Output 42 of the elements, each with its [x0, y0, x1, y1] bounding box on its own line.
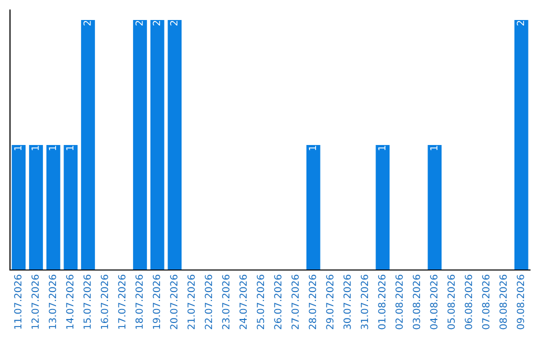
data-label: 2: [83, 20, 91, 26]
x-tick-label: 16.07.2026: [100, 274, 108, 329]
x-tick-label: 01.08.2026: [378, 274, 386, 330]
x-tick-label: 24.07.2026: [239, 274, 247, 330]
x-tick-label: 07.08.2026: [482, 274, 490, 330]
x-tick-label: 05.08.2026: [447, 274, 455, 330]
x-tick-label: 18.07.2026: [135, 274, 143, 329]
x-tick-label: 03.08.2026: [412, 274, 420, 330]
x-tick-label: 09.08.2026: [516, 274, 524, 330]
x-tick-label: 12.07.2026: [31, 274, 39, 329]
data-label: 2: [516, 20, 524, 26]
x-tick-label: 26.07.2026: [274, 274, 282, 330]
data-label: 1: [378, 146, 386, 150]
x-tick-label: 04.08.2026: [430, 274, 438, 330]
x-tick-label: 06.08.2026: [464, 274, 472, 330]
data-label: 2: [152, 20, 160, 26]
data-label: 1: [48, 146, 56, 150]
data-label: 1: [14, 146, 22, 150]
x-tick-label: 08.08.2026: [499, 274, 507, 330]
x-tick-label: 20.07.2026: [170, 274, 178, 330]
x-tick-label: 17.07.2026: [118, 274, 126, 329]
x-tick-label: 22.07.2026: [204, 274, 212, 330]
x-tick-label: 30.07.2026: [343, 274, 351, 330]
data-label: 1: [308, 146, 316, 150]
data-label: 2: [170, 20, 178, 26]
x-tick-label: 19.07.2026: [152, 274, 160, 329]
x-tick-label: 25.07.2026: [256, 274, 264, 330]
x-tick-label: 11.07.2026: [14, 274, 22, 329]
x-tick-label: 21.07.2026: [187, 274, 195, 330]
x-tick-label: 13.07.2026: [48, 274, 56, 329]
x-tick-label: 14.07.2026: [66, 274, 74, 329]
x-tick-label: 15.07.2026: [83, 274, 91, 329]
x-tick-label: 31.07.2026: [360, 274, 368, 330]
x-tick-label: 23.07.2026: [222, 274, 230, 330]
x-tick-label: 28.07.2026: [308, 274, 316, 330]
data-label: 1: [32, 146, 39, 150]
x-tick-label: 02.08.2026: [395, 274, 403, 330]
x-tick-label: 27.07.2026: [291, 274, 299, 330]
x-tick-label: 29.07.2026: [326, 274, 334, 330]
data-label: 1: [66, 146, 74, 150]
data-label: 2: [135, 20, 143, 26]
data-label: 1: [430, 146, 438, 150]
